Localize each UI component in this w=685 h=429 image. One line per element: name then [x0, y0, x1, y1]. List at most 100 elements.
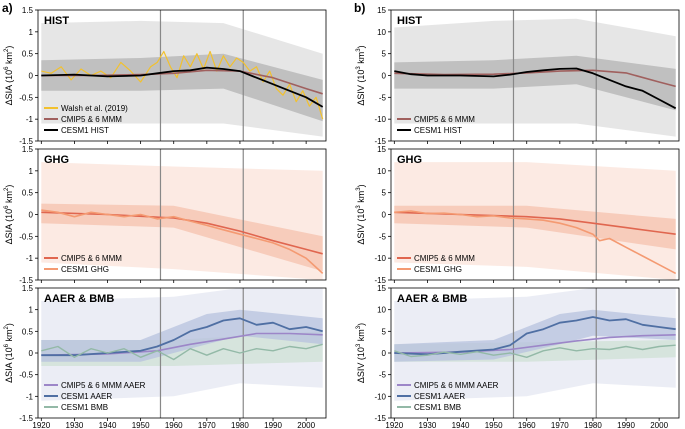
y-axis-label: ΔSIA (106 km2)	[4, 323, 14, 383]
legend-label: CESM1 AAER	[414, 392, 465, 401]
y-axis-label-part: )	[356, 184, 366, 187]
y-axis-label-superscript: 2	[4, 325, 10, 329]
spread-band-1	[394, 55, 676, 111]
panel-2: -1.5 -1 -0.5 0 0.5 1 1.5 GHG ΔSIA (106 km2) CMIP5…	[4, 145, 327, 285]
legend-label: CESM1 BMB	[414, 403, 461, 412]
y-axis-label-superscript: 6	[4, 66, 10, 70]
y-tick-label: 0	[382, 349, 387, 358]
y-axis-label-part: )	[4, 46, 14, 49]
y-axis-label: ΔSIV (103 km3)	[356, 45, 366, 105]
y-tick-label: 0	[29, 211, 34, 220]
y-tick-label: -10	[374, 254, 386, 263]
y-axis-label-part: (10	[356, 209, 366, 222]
y-tick-label: -15	[374, 137, 386, 146]
y-tick-label: -5	[379, 232, 387, 241]
y-tick-label: 15	[377, 284, 386, 293]
y-tick-label: -10	[374, 392, 386, 401]
y-tick-label: 0.5	[22, 327, 34, 336]
y-tick-label: -1.5	[19, 414, 33, 423]
y-tick-label: 15	[377, 6, 386, 15]
x-tick-label: 1960	[518, 421, 536, 429]
series-line-cmip5-6-mmm-aaer	[41, 332, 323, 356]
legend-label: CMIP5 & 6 MMM	[61, 254, 122, 263]
series-line-cmip5-6-mmm	[394, 211, 676, 235]
x-tick-label: 2000	[297, 421, 315, 429]
column-label-a: a)	[2, 1, 13, 15]
x-tick-label: 1940	[452, 421, 470, 429]
y-axis-label-part: ΔSIA	[4, 85, 14, 106]
y-tick-label: 5	[382, 189, 387, 198]
y-tick-label: -5	[379, 371, 387, 380]
y-axis-label-part: )	[356, 45, 366, 48]
legend-label: CESM1 GHG	[414, 265, 462, 274]
x-tick-label: 1980	[584, 421, 602, 429]
y-axis-label-part: (10	[4, 209, 14, 222]
y-axis-label-part: )	[356, 323, 366, 326]
y-axis-label: ΔSIV (103 km3)	[356, 184, 366, 244]
y-tick-label: -1.5	[19, 137, 33, 146]
y-tick-label: -5	[379, 93, 387, 102]
y-axis-label-superscript: 6	[4, 205, 10, 209]
x-tick-label: 1920	[32, 421, 50, 429]
y-axis-label-part: km	[356, 191, 366, 206]
y-axis-label-part: km	[4, 52, 14, 67]
y-tick-label: -0.5	[19, 232, 33, 241]
y-axis-label-part: )	[4, 185, 14, 188]
x-tick-label: 1970	[551, 421, 569, 429]
series-line-cesm1-aaer	[394, 316, 676, 356]
spread-band-1	[41, 203, 323, 272]
legend-label: CMIP5 & 6 MMM AAER	[414, 381, 499, 390]
y-axis-label-part: km	[4, 329, 14, 344]
x-tick-label: 1930	[66, 421, 84, 429]
y-axis-label-part: km	[356, 329, 366, 344]
y-axis-label-superscript: 3	[356, 48, 362, 52]
series-line-cesm1-hist	[394, 67, 677, 110]
y-tick-label: -1	[26, 254, 34, 263]
y-tick-label: -1	[26, 392, 34, 401]
panel-5: -15 -10 -5 0 5 10 15 1920 1930 1940 1950 1960 1970 19…	[356, 284, 680, 429]
series-line-cesm1-ghg	[41, 209, 324, 274]
panel-title: HIST	[397, 15, 422, 27]
column-label-b: b)	[354, 1, 365, 15]
y-tick-label: 0	[382, 211, 387, 220]
y-tick-label: -0.5	[19, 371, 33, 380]
legend-label: CESM1 HIST	[61, 126, 109, 135]
y-tick-label: 1.5	[22, 145, 34, 154]
y-axis-label-superscript: 3	[356, 343, 362, 347]
y-axis-label-superscript: 2	[4, 48, 10, 52]
spread-band-1	[41, 53, 323, 122]
x-tick-label: 1930	[419, 421, 437, 429]
x-tick-label: 1940	[99, 421, 117, 429]
y-axis-label-superscript: 3	[356, 187, 362, 191]
x-tick-label: 1960	[165, 421, 183, 429]
y-axis-label-part: ΔSIV	[356, 85, 366, 106]
series-line-walsh-et-al-2019-	[41, 50, 324, 120]
y-axis-label: ΔSIV (103 km3)	[356, 323, 366, 383]
legend-label: CMIP5 & 6 MMM AAER	[61, 381, 146, 390]
series-line-cmip5-6-mmm	[394, 69, 676, 88]
y-tick-label: 0	[382, 72, 387, 81]
y-axis-label-part: km	[4, 191, 14, 206]
y-tick-label: 10	[377, 28, 386, 37]
y-axis-label-part: (10	[4, 347, 14, 360]
spread-band-1	[394, 205, 676, 250]
y-tick-label: 0.5	[22, 189, 34, 198]
y-axis-label-superscript: 3	[356, 325, 362, 329]
x-tick-label: 2000	[650, 421, 668, 429]
y-tick-label: -15	[374, 414, 386, 423]
panel-4: -1.5 -1 -0.5 0 0.5 1 1.5 1920 1930 1940 1950 1960 19…	[4, 284, 327, 429]
x-tick-label: 1950	[132, 421, 150, 429]
x-tick-label: 1920	[385, 421, 403, 429]
y-tick-label: 0	[29, 72, 34, 81]
series-line-cesm1-aaer	[41, 317, 323, 357]
y-axis-label: ΔSIA (106 km2)	[4, 46, 14, 106]
y-tick-label: -15	[374, 276, 386, 285]
panel-title: GHG	[397, 154, 422, 166]
spread-band-2	[394, 309, 676, 362]
y-tick-label: 10	[377, 167, 386, 176]
legend-label: CMIP5 & 6 MMM	[61, 115, 122, 124]
x-tick-label: 1980	[231, 421, 249, 429]
series-line-cesm1-bmb	[394, 344, 676, 358]
x-tick-label: 1950	[485, 421, 503, 429]
